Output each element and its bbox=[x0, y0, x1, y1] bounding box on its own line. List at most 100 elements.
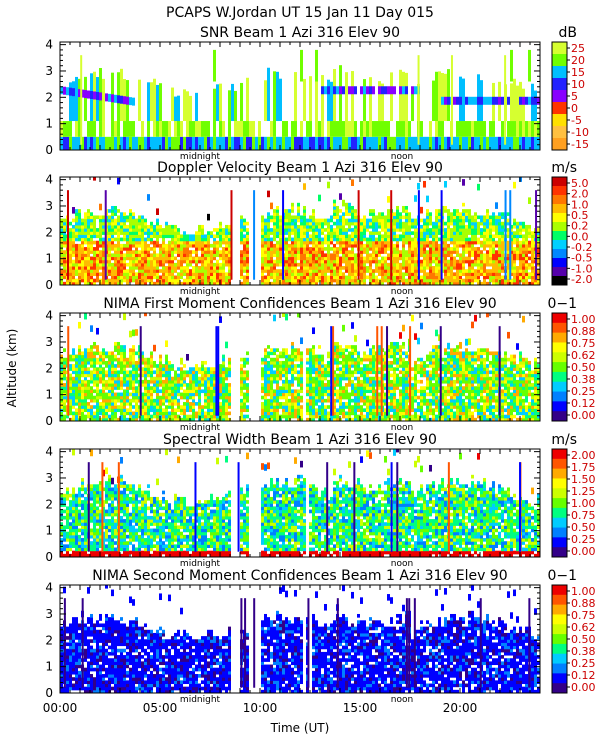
heatmap-field bbox=[60, 174, 540, 285]
y-tick-label: 0 bbox=[45, 414, 53, 428]
y-tick-label: 3 bbox=[45, 471, 53, 485]
colorbar-segment bbox=[552, 195, 567, 205]
y-tick-label: 4 bbox=[45, 309, 53, 323]
colorbar-segment bbox=[552, 547, 567, 557]
panel-title: NIMA First Moment Confidences Beam 1 Azi… bbox=[103, 296, 496, 312]
colorbar-segment bbox=[552, 66, 567, 79]
y-tick-label: 2 bbox=[45, 90, 53, 104]
colorbar-segment bbox=[552, 249, 567, 259]
panel-4: Spectral Width Beam 1 Azi 316 Elev 90012… bbox=[45, 432, 595, 569]
panel-5: NIMA Second Moment Confidences Beam 1 Az… bbox=[45, 568, 595, 705]
colorbar-segment bbox=[552, 267, 567, 277]
colorbar-segment bbox=[552, 644, 567, 654]
colorbar-segment bbox=[552, 362, 567, 372]
y-tick-label: 3 bbox=[45, 199, 53, 213]
x-tick-label: 00:00 bbox=[43, 701, 78, 715]
colorbar-segment bbox=[552, 508, 567, 518]
heatmap-field bbox=[60, 310, 540, 422]
panel-title: Doppler Velocity Beam 1 Azi 316 Elev 90 bbox=[157, 160, 443, 176]
colorbar-segment bbox=[552, 186, 567, 196]
colorbar-segment bbox=[552, 518, 567, 528]
x-tick-label: 05:00 bbox=[143, 701, 178, 715]
y-tick-label: 1 bbox=[45, 524, 53, 538]
colorbar-segment bbox=[552, 634, 567, 644]
panel-2: Doppler Velocity Beam 1 Azi 316 Elev 90 0… bbox=[45, 160, 592, 297]
colorbar-segment bbox=[552, 204, 567, 214]
colorbar-segment bbox=[552, 138, 567, 151]
heatmap-field bbox=[60, 446, 540, 558]
colorbar-segment bbox=[552, 528, 567, 538]
y-tick-label: 3 bbox=[45, 335, 53, 349]
y-tick-label: 3 bbox=[45, 64, 53, 78]
colorbar-segment bbox=[552, 102, 567, 115]
main-title: PCAPS W.Jordan UT 15 Jan 11 Day 015 bbox=[166, 5, 434, 21]
y-tick-label: 0 bbox=[45, 550, 53, 564]
y-tick-label: 4 bbox=[45, 173, 53, 187]
colorbar-segment bbox=[552, 177, 567, 187]
y-tick-label: 2 bbox=[45, 497, 53, 511]
colorbar-segment bbox=[552, 258, 567, 268]
colorbar-segment bbox=[552, 372, 567, 382]
colorbar-segment bbox=[552, 595, 567, 605]
colorbar-segment bbox=[552, 624, 567, 634]
colorbar-tick-label: -15 bbox=[571, 138, 589, 151]
y-tick-label: 0 bbox=[45, 143, 53, 157]
x-tick-label: 20:00 bbox=[443, 701, 478, 715]
colorbar-tick-label: 0.00 bbox=[571, 545, 596, 558]
colorbar-segment bbox=[552, 614, 567, 624]
y-tick-label: 1 bbox=[45, 660, 53, 674]
colorbar-segment bbox=[552, 537, 567, 547]
colorbar-segment bbox=[552, 114, 567, 127]
y-tick-label: 4 bbox=[45, 581, 53, 595]
y-tick-label: 1 bbox=[45, 388, 53, 402]
y-tick-label: 2 bbox=[45, 633, 53, 647]
colorbar-segment bbox=[552, 78, 567, 91]
colorbar-segment bbox=[552, 392, 567, 402]
colorbar-segment bbox=[552, 449, 567, 459]
heatmap-field bbox=[60, 50, 540, 150]
colorbar-segment bbox=[552, 222, 567, 232]
colorbar-segment bbox=[552, 585, 567, 595]
x-axis-label: Time (UT) bbox=[270, 721, 330, 735]
y-tick-label: 4 bbox=[45, 445, 53, 459]
colorbar-segment bbox=[552, 382, 567, 392]
midnight-marker: midnight bbox=[180, 695, 221, 705]
x-tick-label: 10:00 bbox=[243, 701, 278, 715]
y-tick-label: 1 bbox=[45, 117, 53, 131]
colorbar-segment bbox=[552, 42, 567, 55]
y-tick-label: 2 bbox=[45, 361, 53, 375]
colorbar-segment bbox=[552, 90, 567, 103]
panel-title: NIMA Second Moment Confidences Beam 1 Az… bbox=[92, 568, 507, 584]
colorbar-segment bbox=[552, 352, 567, 362]
y-tick-label: 1 bbox=[45, 252, 53, 266]
y-tick-label: 4 bbox=[45, 38, 53, 52]
colorbar-segment bbox=[552, 469, 567, 479]
y-tick-label: 3 bbox=[45, 607, 53, 621]
colorbar-units: m/s bbox=[551, 432, 577, 448]
noon-marker: noon bbox=[391, 695, 413, 705]
colorbar-segment bbox=[552, 683, 567, 693]
colorbar-segment bbox=[552, 498, 567, 508]
x-tick-label: 15:00 bbox=[343, 701, 378, 715]
colorbar-segment bbox=[552, 459, 567, 469]
colorbar-segment bbox=[552, 654, 567, 664]
colorbar-units: 0−1 bbox=[547, 568, 577, 584]
colorbar-units: dB bbox=[559, 25, 578, 41]
panel-title: SNR Beam 1 Azi 316 Elev 90 bbox=[200, 25, 400, 41]
colorbar-segment bbox=[552, 478, 567, 488]
colorbar-segment bbox=[552, 323, 567, 333]
y-tick-label: 0 bbox=[45, 686, 53, 700]
colorbar-tick-label: 0.00 bbox=[571, 409, 596, 422]
colorbar-segment bbox=[552, 333, 567, 343]
colorbar-units: m/s bbox=[551, 160, 577, 176]
panels-group: SNR Beam 1 Azi 316 Elev 90 0 1 2 3 4 midnight n… bbox=[43, 25, 596, 715]
panel-3: NIMA First Moment Confidences Beam 1 Azi… bbox=[45, 296, 595, 433]
colorbar-segment bbox=[552, 605, 567, 615]
colorbar-segment bbox=[552, 664, 567, 674]
colorbar-segment bbox=[552, 342, 567, 352]
y-tick-label: 0 bbox=[45, 278, 53, 292]
colorbar-segment bbox=[552, 213, 567, 223]
colorbar-segment bbox=[552, 240, 567, 250]
